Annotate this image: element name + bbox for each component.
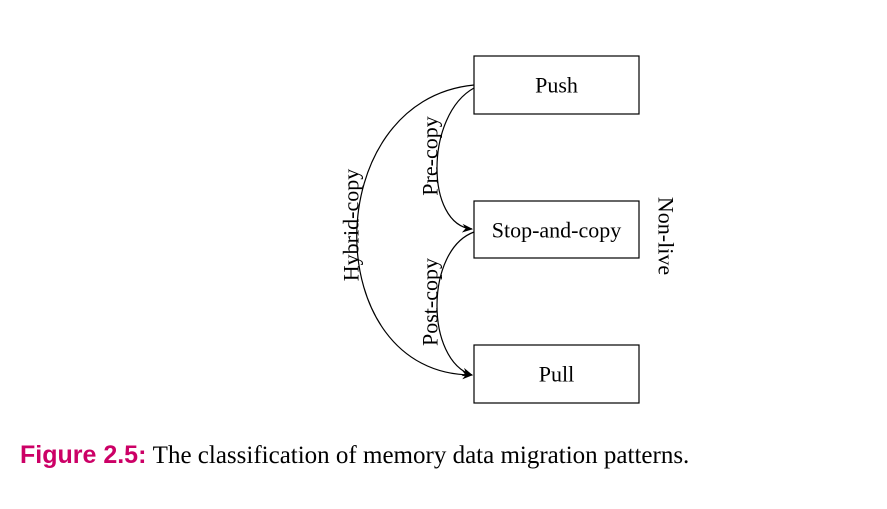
node-stop-and-copy: Stop-and-copy — [473, 200, 640, 259]
node-stop-and-copy-label: Stop-and-copy — [492, 218, 622, 243]
pre-copy-label: Pre-copy — [418, 116, 443, 195]
hybrid-copy-label: Hybrid-copy — [339, 169, 364, 281]
caption-text: The classification of memory data migrat… — [152, 442, 690, 469]
hybrid-copy-edge — [356, 84, 475, 380]
node-pull: Pull — [473, 344, 640, 404]
node-pull-label: Pull — [539, 362, 574, 387]
node-push: Push — [473, 55, 640, 115]
post-copy-label: Post-copy — [418, 258, 443, 346]
post-copy-edge — [436, 231, 475, 377]
figure-number: Figure 2.5: — [20, 441, 147, 469]
figure-caption: Figure 2.5: The classification of memory… — [20, 438, 880, 473]
non-live-label: Non-live — [654, 197, 679, 275]
node-push-label: Push — [535, 73, 578, 98]
pre-copy-edge — [436, 87, 475, 233]
